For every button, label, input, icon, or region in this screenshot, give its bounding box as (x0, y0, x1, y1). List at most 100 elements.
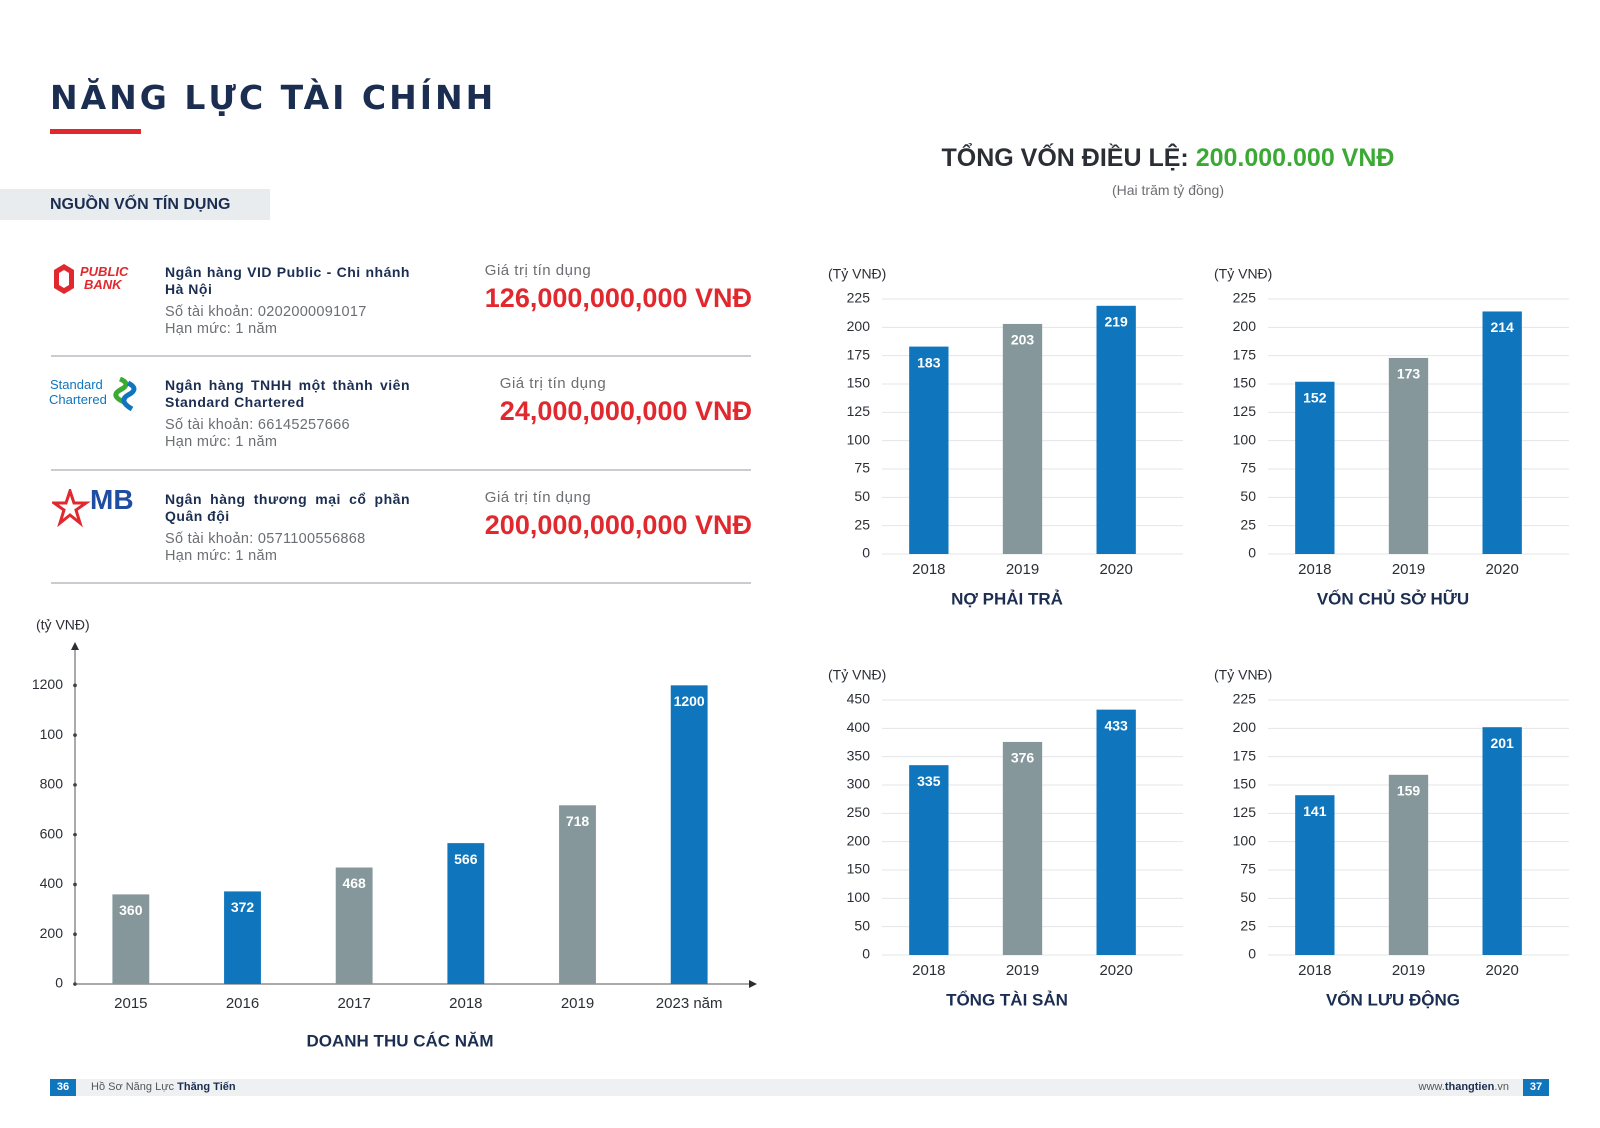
page-number: 37 (1523, 1079, 1549, 1096)
bar (1295, 381, 1335, 554)
y-tick-label: 50 (854, 488, 870, 504)
y-tick-label: 450 (847, 691, 871, 707)
page-number: 36 (50, 1079, 76, 1096)
separator (51, 355, 751, 357)
y-tick-label: 175 (847, 346, 871, 362)
capital-label: TỔNG VỐN ĐIỀU LỆ: (941, 144, 1189, 172)
y-tick-label: 150 (1233, 776, 1257, 792)
value-label: 335 (917, 773, 941, 789)
bank-account: Số tài khoản: 0202000091017 (165, 304, 367, 320)
page-title: NĂNG LỰC TÀI CHÍNH (50, 78, 497, 117)
brand-text: Hồ Sơ Năng Lực (91, 1081, 175, 1093)
bar (1388, 774, 1429, 955)
logo-text: PUBLIC (80, 264, 129, 279)
site-prefix: www. (1418, 1081, 1445, 1093)
y-tick-label: 100 (1233, 431, 1257, 447)
y-tick-label: 250 (847, 804, 871, 820)
y-tick-label: 600 (40, 825, 64, 841)
bar (1295, 795, 1335, 955)
logo-text: BANK (84, 277, 123, 292)
bank-limit: Hạn mức: 1 năm (165, 321, 278, 337)
y-tick-label: 100 (847, 431, 871, 447)
x-tick-label: 2019 (1392, 962, 1425, 979)
y-tick-label: 75 (1240, 460, 1256, 476)
bank-logo: PUBLIC BANK (54, 264, 129, 294)
x-tick-label: 2016 (226, 995, 259, 1012)
separator (51, 582, 751, 584)
footer-site: www.thangtien.vn (1419, 1081, 1509, 1093)
credit-amount: 126,000,000,000 VNĐ (484, 283, 752, 313)
y-tick-label: 25 (1240, 516, 1256, 532)
y-tick-label: 100 (847, 889, 871, 905)
capital-amount: 200.000.000 VNĐ (1195, 144, 1395, 172)
section-tag: NGUỒN VỐN TÍN DỤNG (0, 189, 270, 220)
y-tick-label: 400 (40, 875, 64, 891)
x-tick-label: 2019 (561, 995, 594, 1012)
x-tick-label: 2017 (337, 995, 370, 1012)
y-axis-label: (tỷ VNĐ) (36, 617, 90, 633)
y-tick-label: 175 (1233, 346, 1257, 362)
x-tick-label: 2018 (1298, 962, 1331, 979)
y-tick-label: 800 (40, 776, 64, 792)
bank-account: Số tài khoản: 0571100556868 (165, 531, 366, 547)
value-label: 152 (1303, 389, 1327, 405)
y-tick-label: 300 (847, 776, 871, 792)
y-tick-label: 125 (847, 403, 871, 419)
brand-name: Thăng Tiến (177, 1081, 236, 1093)
x-tick-label: 2018 (449, 995, 482, 1012)
y-axis-label: (Tỷ VNĐ) (828, 667, 886, 683)
bank-account: Số tài khoản: 66145257666 (165, 417, 350, 433)
x-tick-label: 2020 (1099, 561, 1132, 578)
value-label: 468 (342, 875, 366, 891)
value-label: 183 (917, 354, 941, 370)
y-tick-label: 0 (862, 946, 870, 962)
value-label: 141 (1303, 803, 1327, 819)
bar (1002, 323, 1043, 554)
y-axis-label: (Tỷ VNĐ) (828, 266, 886, 282)
y-tick-label: 175 (1233, 747, 1257, 763)
bank-name: Ngân hàng TNHH một thành viên Standard C… (165, 377, 410, 410)
bar (1002, 741, 1043, 955)
logo-text: Standard (50, 377, 103, 392)
bar (112, 894, 150, 984)
y-tick-label: 200 (40, 925, 64, 941)
chart-title: TỔNG TÀI SẢN (946, 990, 1068, 1009)
x-tick-label: 2018 (912, 561, 945, 578)
y-axis-label: (Tỷ VNĐ) (1214, 667, 1272, 683)
y-tick-label: 225 (1233, 290, 1257, 306)
bank-logo: Standard Chartered (49, 377, 137, 412)
site-suffix: .vn (1494, 1081, 1509, 1093)
x-tick-label: 2023 năm (656, 995, 723, 1012)
bank-logo: MB (52, 489, 134, 528)
y-tick-label: 25 (1240, 917, 1256, 933)
y-tick-label: 150 (847, 375, 871, 391)
bar (335, 867, 373, 984)
y-tick-label: 0 (1248, 545, 1256, 561)
credit-label: Giá trị tín dụng (484, 489, 592, 506)
bar (909, 346, 949, 554)
bank-row: MB Ngân hàng thương mại cổ phần Quân đội… (50, 489, 752, 589)
x-tick-label: 2020 (1485, 962, 1518, 979)
x-tick-label: 2015 (114, 995, 147, 1012)
value-label: 433 (1104, 717, 1128, 733)
x-tick-label: 2019 (1392, 561, 1425, 578)
bank-limit: Hạn mức: 1 năm (165, 434, 278, 450)
credit-amount: 24,000,000,000 VNĐ (499, 396, 752, 426)
value-label: 203 (1011, 332, 1035, 348)
y-tick-label: 0 (862, 545, 870, 561)
y-tick-label: 200 (1233, 719, 1257, 735)
logo-shape (121, 380, 137, 412)
y-tick-label: 50 (1240, 488, 1256, 504)
x-tick-label: 2019 (1006, 561, 1039, 578)
chart-title: VỐN LƯU ĐỘNG (1326, 989, 1460, 1009)
bar (1096, 709, 1136, 955)
value-label: 201 (1490, 735, 1514, 751)
bank-name: Ngân hàng VID Public - Chi nhánh Hà Nội (165, 264, 410, 297)
x-tick-label: 2018 (1298, 561, 1331, 578)
y-axis-label: (Tỷ VNĐ) (1214, 266, 1272, 282)
value-label: 1200 (674, 693, 705, 709)
value-label: 159 (1397, 783, 1421, 799)
bar (447, 843, 485, 984)
chart-title: DOANH THU CÁC NĂM (307, 1031, 494, 1050)
